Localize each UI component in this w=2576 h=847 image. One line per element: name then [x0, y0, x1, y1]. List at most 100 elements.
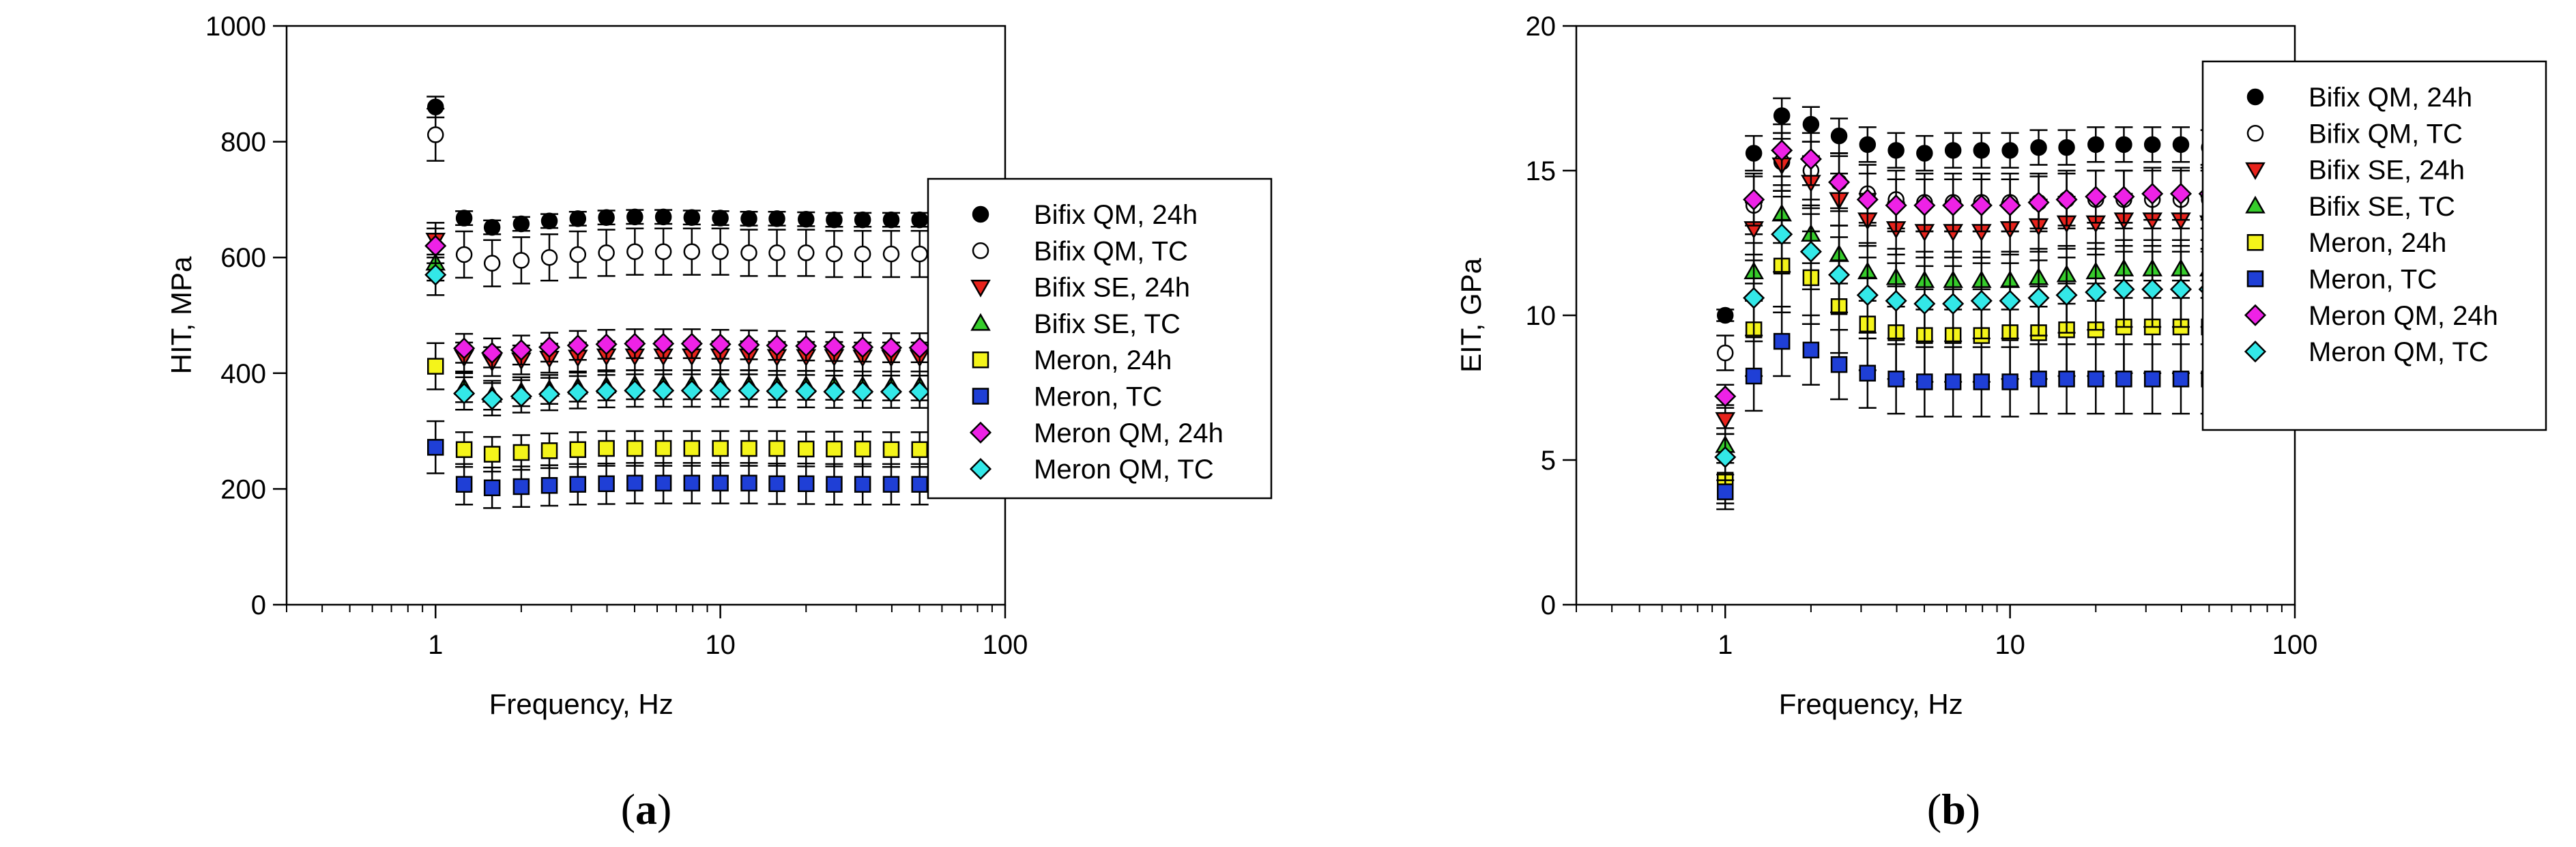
data-point — [911, 476, 928, 493]
data-point — [823, 380, 845, 403]
legend-box — [927, 177, 1273, 500]
data-point — [624, 379, 646, 402]
data-point — [483, 218, 501, 236]
data-point — [1714, 446, 1737, 468]
data-point — [2172, 136, 2190, 154]
legend-label: Bifix QM, 24h — [2309, 83, 2472, 113]
data-point — [680, 379, 703, 402]
data-point — [1771, 139, 1793, 162]
legend-marker — [970, 279, 991, 298]
data-point — [1773, 332, 1791, 350]
y-tick-label: 200 — [220, 474, 266, 504]
data-point — [854, 211, 871, 229]
data-point — [1973, 142, 1991, 159]
data-point — [569, 246, 587, 263]
data-point — [1885, 289, 1907, 312]
y-tick-label: 1000 — [205, 12, 266, 42]
data-point — [1802, 115, 1820, 133]
data-point — [2055, 188, 2078, 211]
data-point — [1942, 194, 1965, 216]
data-point — [453, 382, 476, 405]
series-6 — [1716, 306, 2218, 511]
legend-label: Meron, TC — [1034, 382, 1162, 412]
data-point — [483, 479, 501, 496]
x-tick-label: 100 — [2272, 630, 2318, 660]
series-2 — [1716, 132, 2218, 371]
legend-label: Meron QM, TC — [1034, 455, 1214, 485]
data-point — [512, 478, 530, 496]
legend: Bifix QM, 24h Bifix QM, TC Bifix SE, 24h Bi… — [2201, 60, 2547, 431]
y-axis-label: HIT, MPa — [165, 256, 197, 374]
data-point — [740, 210, 757, 227]
legend-marker — [2244, 341, 2267, 363]
legend-marker — [2246, 270, 2264, 287]
series-7 — [424, 227, 931, 369]
data-point — [712, 440, 729, 457]
data-point — [455, 441, 473, 458]
legend-label: Bifix SE, 24h — [1034, 273, 1190, 303]
legend-label: Bifix SE, TC — [2309, 192, 2455, 222]
data-point — [1887, 371, 1905, 388]
data-point — [823, 335, 845, 358]
data-point — [1799, 240, 1822, 263]
data-point — [1830, 356, 1848, 373]
data-point — [2169, 182, 2193, 205]
data-point — [624, 332, 646, 355]
legend-marker — [2245, 162, 2266, 180]
data-point — [1827, 263, 1851, 286]
data-point — [2115, 371, 2132, 388]
data-point — [882, 245, 900, 263]
plot-frame — [285, 25, 1007, 606]
data-point — [1716, 483, 1734, 500]
data-point — [654, 474, 672, 492]
data-point — [709, 379, 732, 402]
legend-label: Meron QM, TC — [2309, 337, 2489, 367]
data-point — [1970, 289, 1993, 312]
data-point — [740, 440, 757, 457]
data-point — [2113, 278, 2135, 300]
data-point — [538, 336, 561, 358]
data-point — [1887, 142, 1905, 159]
series-2 — [426, 108, 929, 287]
data-point — [1970, 194, 1993, 216]
data-point — [1743, 188, 1765, 211]
legend-marker — [972, 205, 989, 223]
data-point — [766, 334, 788, 357]
data-point — [2001, 142, 2018, 159]
legend-marker — [2246, 125, 2264, 142]
series-8 — [424, 253, 931, 416]
series-8 — [1714, 195, 2220, 481]
data-point — [455, 476, 473, 493]
data-point — [1771, 223, 1793, 246]
legend-label: Bifix SE, 24h — [2309, 156, 2465, 186]
data-point — [908, 336, 931, 359]
data-point — [2141, 278, 2164, 300]
data-point — [882, 441, 900, 458]
legend-label: Meron, TC — [2309, 265, 2437, 295]
data-point — [826, 476, 843, 493]
data-point — [652, 379, 675, 402]
legend-marker — [2244, 304, 2267, 326]
y-tick-label: 600 — [220, 243, 266, 273]
data-point — [512, 252, 530, 269]
data-point — [740, 474, 757, 492]
data-point — [854, 476, 871, 493]
data-point — [2143, 136, 2161, 154]
data-point — [911, 441, 928, 458]
data-point — [854, 440, 871, 458]
data-point — [1885, 194, 1907, 216]
data-point — [683, 474, 701, 492]
data-point — [598, 209, 615, 226]
data-point — [2141, 182, 2164, 205]
legend-marker — [2246, 233, 2264, 251]
data-point — [1714, 385, 1737, 407]
data-point — [1830, 127, 1848, 145]
legend-marker — [2246, 88, 2264, 106]
x-axis-label: Frequency, Hz — [1779, 688, 1963, 720]
data-point — [795, 334, 817, 358]
data-point — [1913, 194, 1936, 216]
data-point — [595, 333, 618, 356]
data-point — [510, 385, 532, 407]
data-point — [1716, 306, 1734, 324]
